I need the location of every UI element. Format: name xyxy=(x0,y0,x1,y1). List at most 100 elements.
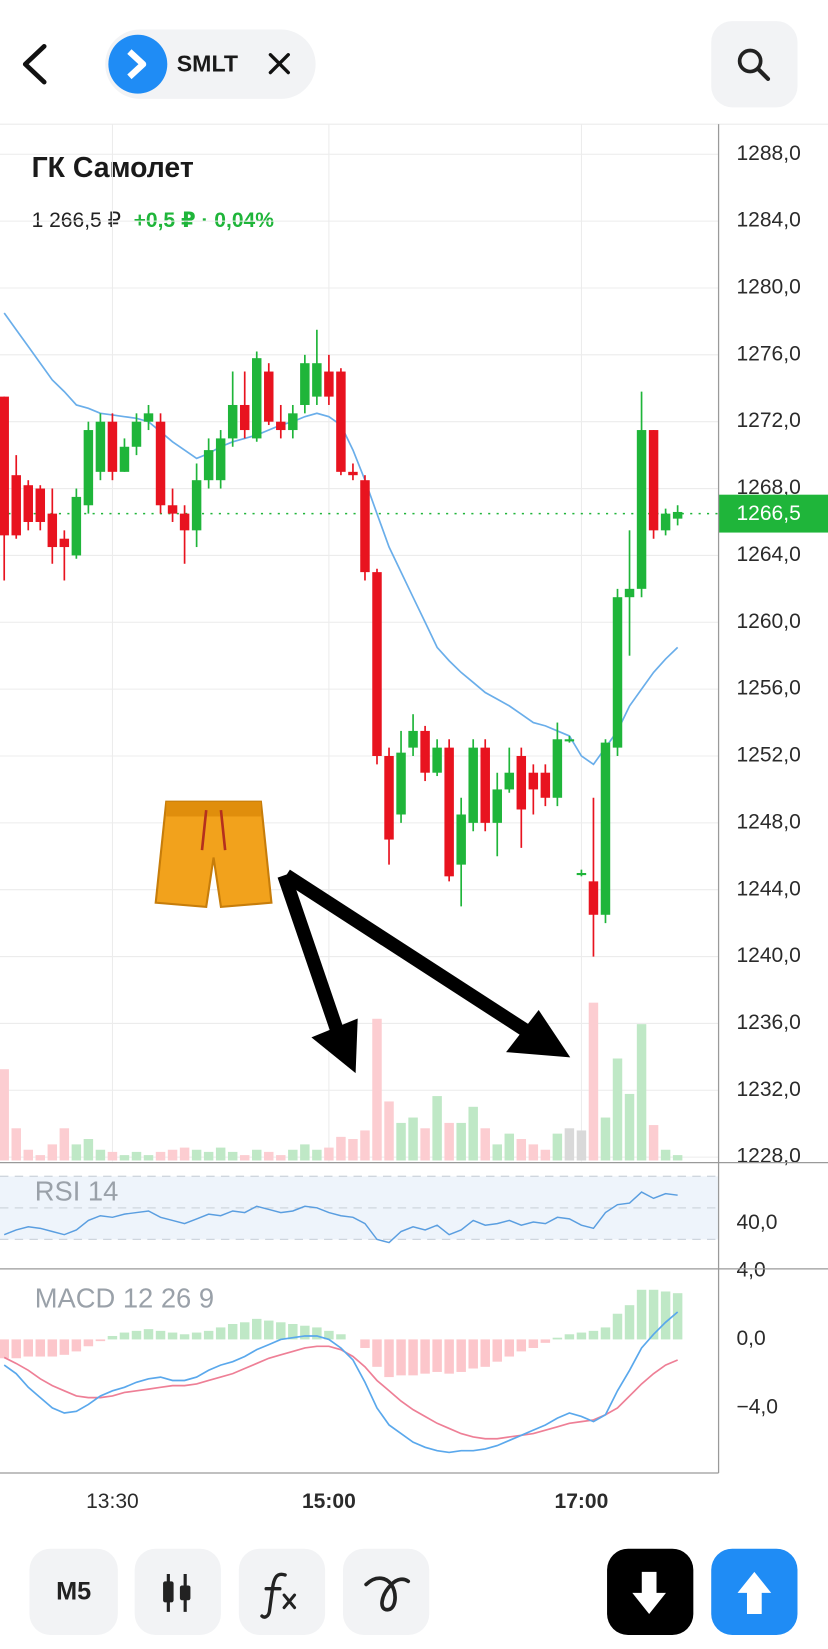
histogram-bar xyxy=(624,1305,635,1340)
back-button[interactable] xyxy=(22,43,47,85)
button-background xyxy=(238,1548,326,1635)
ticker-chip[interactable]: SMLT xyxy=(105,29,316,99)
histogram-bar xyxy=(252,1318,262,1340)
interval-button[interactable]: M5 xyxy=(29,1548,118,1635)
volume-bar xyxy=(71,1144,82,1161)
candle-body xyxy=(179,513,190,531)
volume-bar xyxy=(408,1117,418,1161)
candle-body xyxy=(384,755,394,840)
candle-body xyxy=(540,772,551,798)
histogram-bar xyxy=(95,1339,106,1342)
histogram-bar xyxy=(167,1332,178,1340)
histogram-bar xyxy=(107,1335,118,1340)
search-button[interactable] xyxy=(711,21,798,108)
volume-bar xyxy=(360,1130,370,1161)
histogram-bar xyxy=(552,1337,563,1340)
histogram-bar xyxy=(23,1339,33,1357)
chart-type-button[interactable] xyxy=(134,1548,221,1635)
volume-bar xyxy=(504,1133,515,1161)
histogram-bar xyxy=(215,1327,226,1340)
histogram-bar xyxy=(588,1330,599,1340)
histogram-bar xyxy=(564,1334,575,1340)
drawing-button[interactable] xyxy=(342,1548,430,1635)
histogram-bar xyxy=(131,1330,142,1340)
candle-body xyxy=(660,513,671,531)
histogram-bar xyxy=(636,1289,647,1340)
panel-title: MACD 12 26 9 xyxy=(35,1283,214,1314)
volume-bar xyxy=(468,1106,478,1161)
histogram-bar xyxy=(47,1339,58,1357)
histogram-bar xyxy=(468,1339,478,1369)
histogram-bar xyxy=(83,1339,94,1347)
candle-body xyxy=(252,358,262,439)
buy-button[interactable] xyxy=(711,1548,798,1635)
volume-bar xyxy=(432,1096,442,1161)
candle-body xyxy=(504,772,515,790)
candle-body xyxy=(600,742,611,915)
candle-body xyxy=(35,488,46,522)
candle-body xyxy=(71,496,82,556)
y-tick-label: 1244,0 xyxy=(736,877,800,900)
arrow-line xyxy=(282,869,547,1048)
histogram-bar xyxy=(239,1322,250,1340)
candle-body xyxy=(47,513,58,548)
candle-body xyxy=(239,404,250,431)
volume-bar xyxy=(23,1149,33,1161)
indicators-button[interactable] xyxy=(238,1548,326,1635)
fx-icon xyxy=(282,1593,297,1610)
quote-line: 1 266,5 ₽ +0,5 ₽ · 0,04% xyxy=(32,209,275,232)
volume-bar xyxy=(155,1151,166,1161)
interval: M5 xyxy=(56,1578,91,1606)
histogram-bar xyxy=(276,1322,286,1340)
volume-bar xyxy=(107,1151,118,1161)
shorts-string xyxy=(200,810,227,851)
histogram-bar xyxy=(576,1332,587,1340)
candle-body xyxy=(288,413,298,431)
histogram-bar xyxy=(384,1339,394,1378)
candle-body xyxy=(636,430,647,589)
volume-bar xyxy=(119,1155,130,1161)
y-tick-label: 1228,0 xyxy=(736,1145,800,1168)
histogram-bar xyxy=(660,1291,671,1340)
candles xyxy=(0,329,683,957)
histogram-bar xyxy=(360,1339,370,1348)
candle-body xyxy=(23,485,33,522)
y-tick-label: 1288,0 xyxy=(736,142,800,165)
candle-body xyxy=(83,430,94,506)
candle-body xyxy=(167,505,178,514)
sell-button[interactable] xyxy=(607,1548,694,1635)
volume-bar xyxy=(420,1128,430,1161)
y-tick-label: 1260,0 xyxy=(736,610,800,633)
candle-body xyxy=(131,421,142,447)
shorts-waistband xyxy=(166,801,261,817)
histogram-bar xyxy=(372,1339,382,1367)
candle-body xyxy=(588,881,599,915)
panel-title: RSI 14 xyxy=(35,1175,119,1206)
search-background xyxy=(711,21,798,108)
volume-bar xyxy=(588,1002,599,1161)
histogram-bar xyxy=(59,1339,70,1355)
histogram-bar xyxy=(444,1339,454,1374)
arrows xyxy=(277,869,571,1074)
candle-body xyxy=(119,446,130,472)
close-chip[interactable] xyxy=(268,53,290,75)
histogram-bar xyxy=(516,1339,527,1352)
plot-area: 1228,0 1232,0 1236,0 1240,0 1244,0 1248,0 1252… xyxy=(0,123,828,1513)
candle-body xyxy=(480,747,490,823)
candle-body xyxy=(300,363,310,405)
histogram-bar xyxy=(191,1332,202,1340)
candle-body xyxy=(372,572,382,756)
volume-bar xyxy=(576,1130,587,1161)
volume-bar xyxy=(288,1149,298,1161)
histogram-bar xyxy=(0,1339,9,1359)
volume-bar xyxy=(384,1101,394,1161)
button-background xyxy=(134,1548,221,1635)
x-tick-label: 17:00 xyxy=(555,1490,609,1513)
candle-body xyxy=(324,371,334,397)
histogram-bar xyxy=(480,1339,490,1367)
volume-bar xyxy=(624,1093,635,1161)
histogram-bar xyxy=(312,1327,322,1340)
y-tick-label: 1280,0 xyxy=(736,276,800,299)
volume-bar xyxy=(143,1155,154,1161)
